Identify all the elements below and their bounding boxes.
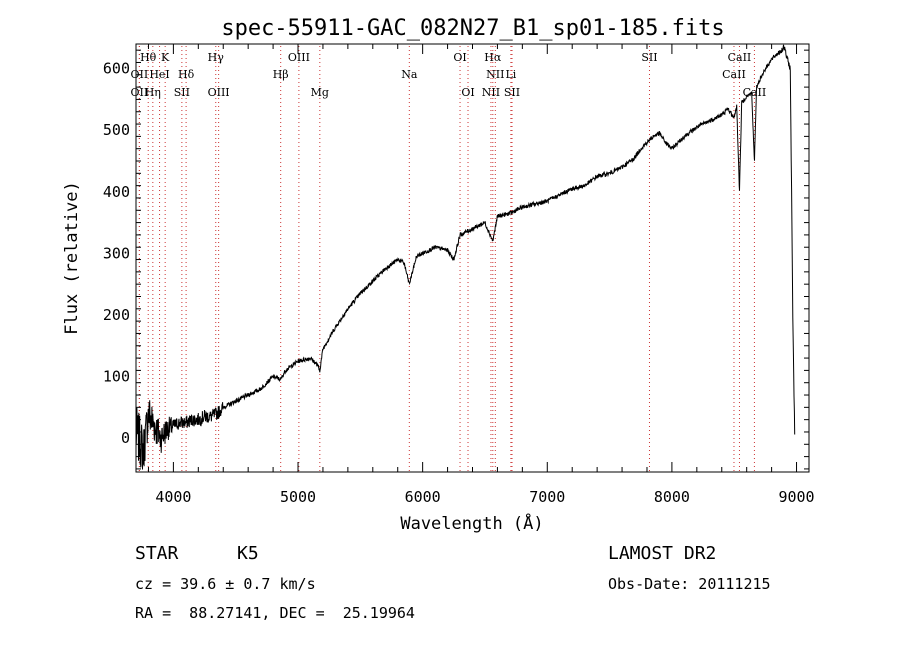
observation-date: Obs-Date: 20111215 (608, 575, 771, 593)
line-marker-label: OIII (288, 51, 310, 64)
line-marker-label: OI (461, 86, 474, 99)
line-marker-label: NII (482, 86, 500, 99)
ra-dec-coordinates: RA = 88.27141, DEC = 25.19964 (135, 604, 415, 622)
object-class: STAR (135, 543, 179, 564)
line-marker-label: SII (174, 86, 190, 99)
line-marker-label: K (161, 51, 170, 64)
line-marker-label: SII (504, 86, 520, 99)
y-tick-label: 400 (103, 183, 130, 201)
y-axis-label: Flux (relative) (62, 181, 82, 335)
y-tick-label: 600 (103, 60, 130, 78)
object-subclass: K5 (237, 543, 259, 564)
line-marker-label: OII (131, 86, 149, 99)
x-tick-label: 9000 (778, 488, 814, 506)
spectrum-line (135, 44, 796, 470)
x-tick-label: 8000 (654, 488, 690, 506)
survey-name: LAMOST DR2 (608, 543, 717, 564)
x-tick-label: 4000 (155, 488, 191, 506)
chart-title: spec-55911-GAC_082N27_B1_sp01-185.fits (221, 16, 724, 41)
line-marker-label: Hβ (273, 68, 289, 81)
y-tick-label: 200 (103, 306, 130, 324)
line-marker-label: Hγ (208, 51, 225, 64)
axis-ticks: 4000 5000 6000 7000 8000 9000 0 100 200 300 400 500… (103, 44, 815, 506)
line-marker-label: Hδ (178, 68, 195, 81)
line-marker-label: OI (453, 51, 466, 64)
line-marker-label: OIII (208, 86, 230, 99)
line-marker-label: Hθ (140, 51, 157, 64)
y-tick-label: 100 (103, 368, 130, 386)
plot-frame (135, 43, 810, 473)
line-marker-label: Li (505, 68, 516, 81)
y-tick-label: 300 (103, 244, 130, 262)
x-tick-label: 7000 (529, 488, 565, 506)
x-tick-label: 5000 (280, 488, 316, 506)
line-marker-label: Hη (145, 86, 161, 99)
line-marker-label: CaII (722, 68, 746, 81)
line-marker-label: Na (401, 68, 418, 81)
line-marker-label: SII (641, 51, 657, 64)
line-marker-label: NII (486, 68, 504, 81)
line-marker-label: Hα (484, 51, 502, 64)
y-tick-label: 500 (103, 121, 130, 139)
line-marker-label: Mg (311, 86, 329, 99)
y-tick-label: 0 (121, 429, 130, 447)
x-axis-label: Wavelength (Å) (400, 512, 543, 534)
x-tick-label: 6000 (405, 488, 441, 506)
line-marker-label: CaII (728, 51, 752, 64)
line-marker-label: HeI (149, 68, 169, 81)
redshift-cz: cz = 39.6 ± 0.7 km/s (135, 575, 316, 593)
